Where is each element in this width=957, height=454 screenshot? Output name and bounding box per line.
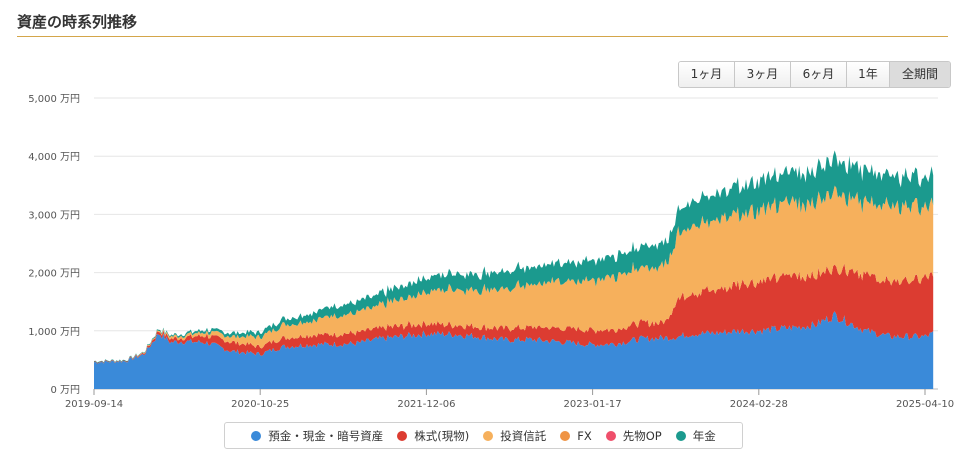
y-tick-label: 1,000 万円	[28, 327, 80, 338]
legend-item-funds[interactable]: 投資信託	[483, 428, 546, 444]
x-tick-label: 2020-10-25	[231, 399, 289, 410]
range-selector: 1ヶ月 3ヶ月 6ヶ月 1年 全期間	[678, 61, 951, 88]
legend-dot-icon	[605, 430, 616, 441]
legend-label: 年金	[692, 428, 716, 443]
legend-item-pension[interactable]: 年金	[675, 428, 716, 444]
x-tick-label: 2025-04-10	[896, 399, 954, 410]
legend-dot-icon	[397, 430, 408, 441]
legend-label: 先物OP	[622, 428, 662, 443]
range-tab-6m[interactable]: 6ヶ月	[791, 62, 847, 87]
legend-label: FX	[577, 428, 592, 443]
range-tab-3m[interactable]: 3ヶ月	[735, 62, 791, 87]
area-series-2	[94, 185, 934, 363]
y-tick-label: 0 万円	[50, 385, 80, 396]
y-tick-label: 5,000 万円	[28, 94, 80, 105]
x-tick-label: 2023-01-17	[564, 399, 622, 410]
x-tick-label: 2021-12-06	[397, 399, 455, 410]
range-tab-all[interactable]: 全期間	[890, 62, 950, 87]
legend-dot-icon	[560, 430, 571, 441]
legend-dot-icon	[675, 430, 686, 441]
legend-label: 株式(現物)	[414, 428, 470, 443]
legend-dot-icon	[483, 430, 494, 441]
legend-item-futures[interactable]: 先物OP	[605, 428, 662, 444]
area-series-5	[94, 150, 934, 363]
x-tick-label: 2019-09-14	[65, 399, 123, 410]
title-divider	[17, 36, 948, 37]
legend-label: 預金・現金・暗号資産	[268, 428, 384, 443]
range-tab-1y[interactable]: 1年	[847, 62, 890, 87]
legend-item-fx[interactable]: FX	[560, 429, 592, 443]
x-tick-label: 2024-02-28	[730, 399, 788, 410]
axis-layer: 0 万円 1,000 万円 2,000 万円 3,000 万円 4,000 万円 5,00…	[28, 94, 954, 410]
area-series-0	[94, 311, 934, 389]
range-tab-1m[interactable]: 1ヶ月	[679, 62, 735, 87]
area-layer	[94, 150, 934, 389]
chart-legend: 預金・現金・暗号資産 株式(現物) 投資信託 FX 先物OP 年金	[224, 422, 743, 449]
legend-item-stocks[interactable]: 株式(現物)	[397, 428, 469, 444]
y-tick-label: 4,000 万円	[28, 152, 80, 163]
asset-area-chart: 0 万円 1,000 万円 2,000 万円 3,000 万円 4,000 万円 5,00…	[28, 94, 954, 410]
legend-dot-icon	[251, 430, 262, 441]
area-series-1	[94, 263, 934, 364]
page-title: 資産の時系列推移	[17, 13, 138, 31]
legend-label: 投資信託	[500, 428, 547, 443]
legend-item-deposit[interactable]: 預金・現金・暗号資産	[251, 428, 383, 444]
y-tick-label: 3,000 万円	[28, 210, 80, 221]
y-tick-label: 2,000 万円	[28, 269, 80, 280]
